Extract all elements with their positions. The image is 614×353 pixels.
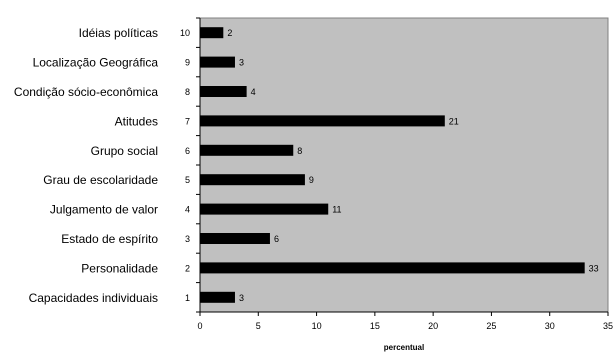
x-tick-label: 35 [603, 321, 613, 331]
bar [200, 86, 247, 97]
data-label: 11 [332, 205, 341, 215]
category-number: 4 [185, 205, 190, 215]
bar [200, 174, 305, 186]
x-tick-label: 20 [428, 321, 438, 331]
data-label: 33 [589, 263, 599, 273]
category-label: Grupo social [91, 144, 158, 158]
bar [200, 233, 270, 244]
x-tick-label: 10 [312, 321, 322, 331]
x-tick-label: 5 [256, 321, 261, 331]
bar [200, 56, 235, 68]
bar [200, 27, 224, 39]
x-tick-label: 15 [370, 321, 380, 331]
category-number: 10 [180, 28, 190, 38]
bar [200, 262, 585, 274]
category-label: Grau de escolaridade [43, 173, 158, 187]
category-number: 6 [185, 146, 190, 156]
category-label: Atitudes [115, 114, 158, 128]
data-label: 2 [227, 28, 232, 38]
data-label: 8 [297, 146, 302, 156]
data-label: 4 [251, 87, 256, 97]
category-number: 8 [185, 87, 190, 97]
bar [200, 115, 445, 127]
data-label: 9 [309, 175, 314, 185]
category-label: Idéias políticas [79, 26, 158, 40]
category-label: Condição sócio-econômica [14, 85, 158, 99]
category-label: Capacidades individuais [29, 291, 158, 305]
category-number: 7 [185, 116, 190, 126]
data-label: 6 [274, 234, 279, 244]
axes-group [196, 17, 609, 316]
category-number: 5 [185, 175, 190, 185]
category-label: Localização Geográfica [33, 56, 159, 70]
category-label: Julgamento de valor [50, 203, 158, 217]
bars-group [200, 27, 585, 303]
category-number: 2 [185, 263, 190, 273]
x-tick-label: 0 [197, 321, 202, 331]
category-label: Estado de espírito [61, 232, 158, 246]
x-tick-label: 30 [545, 321, 555, 331]
category-number: 9 [185, 58, 190, 68]
category-number: 1 [185, 293, 190, 303]
bar [200, 203, 329, 215]
data-label: 3 [239, 293, 244, 303]
data-label: 21 [449, 116, 459, 126]
category-label: Personalidade [81, 261, 158, 275]
bar [200, 291, 235, 303]
x-axis-title: percentual [384, 343, 424, 352]
x-tick-label: 25 [486, 321, 496, 331]
data-label: 3 [239, 58, 244, 68]
bar [200, 144, 294, 156]
category-number: 3 [185, 234, 190, 244]
